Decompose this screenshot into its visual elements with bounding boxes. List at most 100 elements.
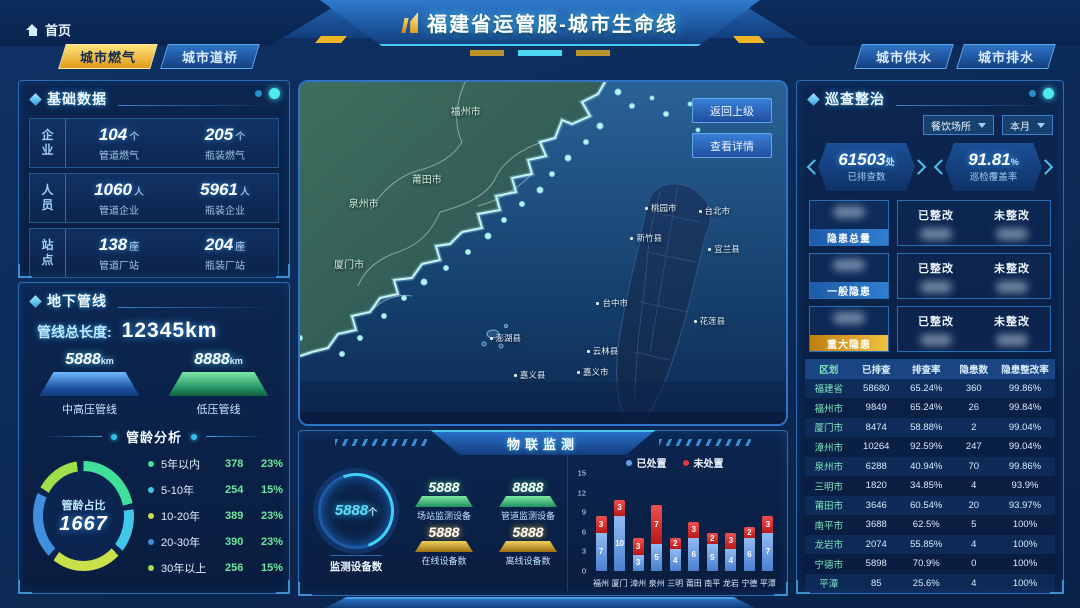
stat-label: 管道厂站	[99, 260, 139, 272]
stat-unit: 个	[129, 131, 140, 143]
gold-slash-right	[733, 36, 765, 43]
header-tab[interactable]: 城市排水	[956, 44, 1056, 69]
platform-shape	[415, 541, 473, 552]
x-tick-label: 厦门	[611, 579, 628, 588]
stat-unit: 人	[239, 186, 250, 198]
basic-data-row: 站点 138 座管道厂站 204 座瓶装厂站	[29, 228, 279, 278]
legend-label: 已处置	[636, 459, 667, 470]
table-row[interactable]: 龙岩市 2074 55.85% 4 100%	[805, 534, 1055, 554]
bar-slot[interactable]: 3 10	[611, 499, 629, 571]
bar-segment-undone: 7	[651, 505, 663, 544]
table-row[interactable]: 南平市 3688 62.5% 5 100%	[805, 515, 1055, 535]
stat-item: 104 个管道燃气	[66, 125, 172, 162]
bar-segment-done: 6	[743, 538, 755, 571]
value-cell: 100%	[1012, 538, 1038, 550]
hazard-col-header: 未整改	[994, 209, 1030, 222]
device-stat: 8888 管道监测设备	[489, 479, 567, 522]
filter-select[interactable]: 餐饮场所	[923, 115, 994, 135]
stat-value: 5961 人	[200, 179, 250, 199]
map-city-label: 莆田市	[411, 174, 442, 186]
back-to-parent-button[interactable]: 返回上级	[692, 98, 772, 123]
page-title: 福建省运管服-城市生命线	[427, 13, 678, 36]
legend-value: 389	[224, 510, 244, 522]
header-tab[interactable]: 城市供水	[854, 44, 954, 69]
section-title-text: 地下管线	[47, 293, 107, 309]
value-cell: 0	[971, 558, 977, 570]
value-cell: 58.88%	[910, 421, 943, 433]
table-row[interactable]: 泉州市 6288 40.94% 70 99.86%	[805, 456, 1055, 476]
table-row[interactable]: 宁德市 5898 70.9% 0 100%	[805, 554, 1055, 574]
dot-icon	[1043, 88, 1054, 99]
map-city-label: 嘉义县	[514, 369, 546, 381]
header-tab[interactable]: 城市道桥	[160, 44, 260, 69]
tab-label: 城市排水	[977, 50, 1034, 65]
bar-segment-undone: 3	[725, 532, 737, 549]
tab-label: 城市燃气	[79, 50, 136, 65]
legend-dot-icon	[147, 539, 154, 545]
value-cell: 6288	[865, 460, 887, 472]
pipeline-stat: 8888km 低压管线	[163, 351, 275, 417]
legend-row: 10-20年 389 23%	[147, 508, 283, 524]
table-row[interactable]: 莆田市 3646 60.54% 20 93.97%	[805, 495, 1055, 515]
hazard-values: 已整改 未整改	[897, 200, 1051, 246]
device-label: 离线设备数	[505, 556, 551, 566]
table-row[interactable]: 三明市 1820 34.85% 4 93.9%	[805, 476, 1055, 496]
filter-select[interactable]: 本月	[1002, 115, 1053, 135]
region-table: 区划 已排查 排查率 隐患数 隐患整改率 福建省 58680 65.24% 360 99.86% 福…	[805, 359, 1055, 593]
value-cell: 100%	[1012, 577, 1038, 589]
hex-unit: 处	[885, 156, 895, 167]
pipeline-total-label: 管线总长度:	[37, 324, 112, 340]
x-tick-label: 三明	[667, 579, 684, 588]
y-tick-label: 9	[581, 507, 586, 517]
table-row[interactable]: 福建省 58680 65.24% 360 99.86%	[805, 378, 1055, 398]
device-label: 场站监测设备	[416, 511, 471, 521]
table-row[interactable]: 漳州市 10264 92.59% 247 99.04%	[805, 437, 1055, 457]
stat-item: 138 座管道厂站	[66, 235, 172, 272]
value-cell: 9849	[865, 402, 887, 414]
pipeline-stat-label: 低压管线	[196, 404, 241, 416]
stat-unit: 座	[129, 241, 140, 253]
pipeline-title: 地下管线	[19, 283, 289, 315]
tab-label: 城市供水	[875, 50, 932, 65]
hazard-value-col: 已整改	[898, 254, 974, 298]
value-cell: 99.86%	[1008, 382, 1042, 394]
device-label: 在线设备数	[421, 556, 467, 566]
value-cell: 70	[968, 460, 980, 472]
region-cell: 宁德市	[814, 559, 843, 571]
iot-header: 物联监测	[430, 430, 656, 455]
device-gauge-block: 5888个 监测设备数	[307, 455, 405, 591]
region-cell: 龙岩市	[814, 540, 843, 552]
hazard-category: 一般隐患	[809, 253, 889, 299]
stat-unit: 座	[235, 241, 246, 253]
map-panel[interactable]: 福州市 莆田市 泉州市 厦门市 桃园市 台北市 新竹县 宜兰县 台中市 花莲县 云林县 嘉义市 嘉义县 澎…	[298, 80, 788, 426]
region-cell: 三明市	[814, 481, 843, 493]
bar-segment-undone: 2	[669, 538, 681, 549]
column-header: 隐患数	[959, 364, 988, 376]
hexagon-shape: 61503处 已排查数	[818, 143, 915, 191]
column-header: 隐患整改率	[1001, 364, 1049, 376]
section-title-text: 巡查整治	[825, 91, 885, 107]
table-row[interactable]: 福州市 9849 65.24% 26 99.84%	[805, 398, 1055, 418]
header-tab[interactable]: 城市燃气	[58, 44, 158, 69]
blurred-value	[833, 312, 865, 324]
hazard-col-header: 已整改	[918, 315, 954, 328]
view-details-button[interactable]: 查看详情	[692, 133, 772, 158]
y-tick-label: 0	[581, 566, 586, 576]
legend-percent: 23%	[260, 458, 283, 470]
title-underline	[118, 306, 277, 308]
bar-segment-undone: 3	[614, 499, 626, 516]
home-button[interactable]: 首页	[26, 20, 71, 39]
table-row[interactable]: 厦门市 8474 58.88% 2 99.04%	[805, 417, 1055, 437]
x-tick-label: 平潭	[759, 579, 776, 588]
dot-icon	[191, 433, 197, 440]
table-row[interactable]: 平潭 85 25.6% 4 100%	[805, 573, 1055, 593]
